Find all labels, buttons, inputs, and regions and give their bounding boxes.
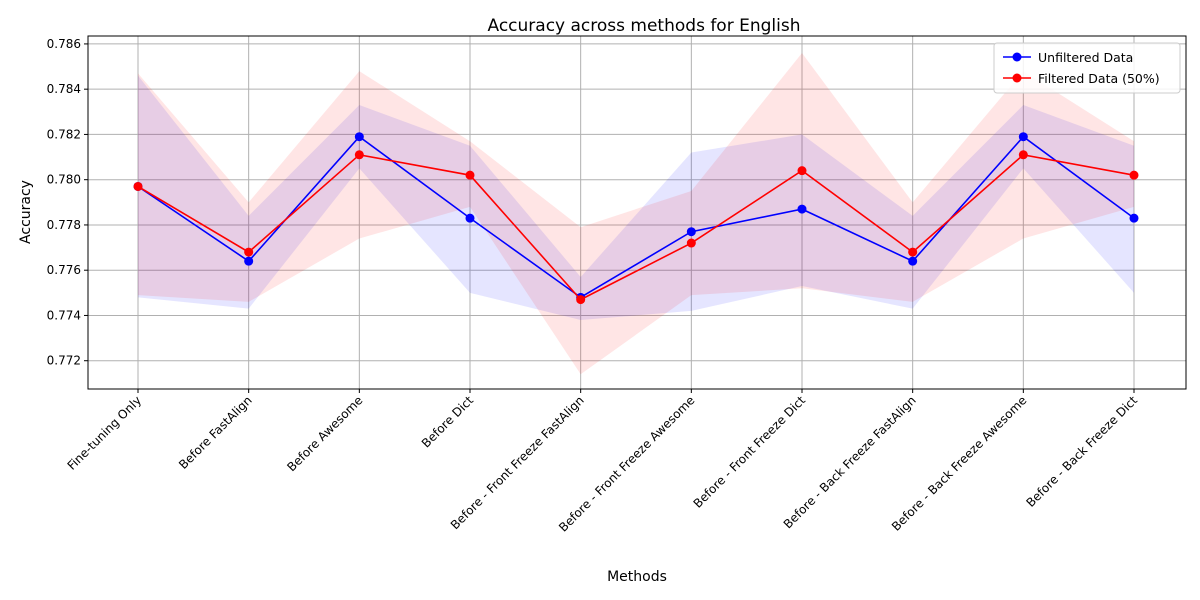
legend-box (993, 42, 1181, 94)
data-point-filtered (686, 238, 696, 248)
data-point-filtered (1018, 150, 1028, 160)
data-point-unfiltered (908, 256, 918, 266)
data-point-filtered (244, 247, 254, 257)
chart-title: Accuracy across methods for English (488, 16, 801, 36)
band-layer (138, 52, 1134, 375)
legend-label-unfiltered: Unfiltered Data (1038, 50, 1133, 65)
legend-marker-filtered (1012, 73, 1022, 83)
data-point-unfiltered (465, 213, 475, 223)
confidence-band-unfiltered (138, 75, 1134, 320)
y-tick-label: 0.782 (47, 127, 81, 141)
x-axis-label: Methods (607, 569, 667, 585)
legend-label-filtered: Filtered Data (50%) (1038, 71, 1160, 86)
data-point-unfiltered (1018, 132, 1028, 142)
data-point-filtered (465, 170, 475, 180)
data-point-unfiltered (797, 204, 807, 214)
series-line-filtered (137, 153, 1135, 301)
y-tick-label: 0.780 (47, 173, 81, 187)
y-axis: 0.772 0.774 0.776 0.778 0.780 0.782 0.784 0.786 (47, 37, 88, 368)
series-line-unfiltered (137, 135, 1135, 299)
data-point-unfiltered (1129, 213, 1139, 223)
data-point-filtered (354, 150, 364, 160)
data-point-filtered (576, 295, 586, 305)
y-tick-label: 0.784 (47, 82, 81, 96)
confidence-band-filtered (138, 52, 1134, 375)
y-axis-label: Accuracy (18, 180, 34, 244)
y-tick-label: 0.786 (47, 37, 81, 51)
data-point-filtered (1129, 170, 1139, 180)
legend: Unfiltered Data Filtered Data (50%) (993, 42, 1181, 94)
legend-marker-unfiltered (1012, 52, 1022, 62)
plot-frame (87, 35, 1187, 390)
data-point-unfiltered (354, 132, 364, 142)
y-tick-label: 0.776 (47, 263, 81, 277)
data-point-filtered (908, 247, 918, 257)
data-point-filtered (797, 166, 807, 176)
y-tick-label: 0.772 (47, 354, 81, 368)
y-tick-label: 0.774 (47, 308, 81, 322)
line-layer (133, 132, 1139, 305)
data-point-filtered (133, 181, 143, 191)
data-point-unfiltered (244, 256, 254, 266)
y-tick-label: 0.778 (47, 218, 81, 232)
data-point-unfiltered (686, 227, 696, 237)
